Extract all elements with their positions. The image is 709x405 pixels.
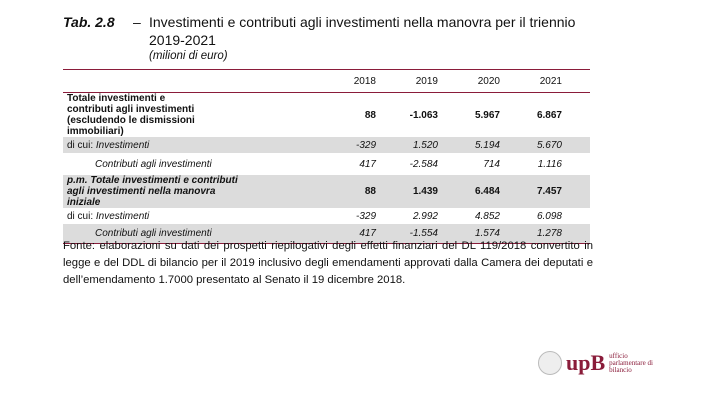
cell: 88 <box>318 175 380 208</box>
table-row: di cui: Investimenti -329 1.520 5.194 5.… <box>63 137 590 153</box>
row-label: Contributi agli investimenti <box>63 224 318 244</box>
cell: 5.194 <box>442 137 504 153</box>
table-row: p.m. Totale investimenti e contributi ag… <box>63 175 590 208</box>
cell: -329 <box>355 210 376 222</box>
row-label: Totale investimenti e contributi agli in… <box>67 93 195 137</box>
cell: -2.584 <box>409 158 438 170</box>
row-label: di cui: Investimenti <box>63 137 318 153</box>
cell: 1.520 <box>380 137 442 153</box>
table-row: Contributi agli investimenti 417 -1.554 … <box>63 224 590 244</box>
header-cell: 2020 <box>442 69 504 93</box>
cell: 5.967 <box>474 109 500 121</box>
upb-logo: upB ufficio parlamentare di bilancio <box>538 350 657 376</box>
emblem-icon <box>538 351 562 375</box>
cell: 88 <box>364 109 376 121</box>
header-row: 2018 2019 2020 2021 <box>63 69 590 93</box>
header-cell: 2018 <box>318 69 380 93</box>
table-row: Totale investimenti e contributi agli in… <box>63 93 590 137</box>
table-row: di cui: Investimenti -329 2.992 4.852 6.… <box>63 208 590 224</box>
row-prefix: di cui: <box>67 210 96 222</box>
cell: 4.852 <box>474 210 500 222</box>
row-label-text: Investimenti <box>95 139 150 151</box>
logo-text: ufficio parlamentare di bilancio <box>609 351 653 374</box>
header-cell: 2019 <box>380 69 442 93</box>
row-label: Contributi agli investimenti <box>95 158 212 170</box>
header-cell <box>63 69 318 93</box>
row-label-text: Investimenti <box>95 210 150 222</box>
cell: -329 <box>318 137 380 153</box>
title-text: Investimenti e contributi agli investime… <box>149 14 576 48</box>
cell: -1.554 <box>380 224 442 244</box>
logo-mark: upB <box>566 350 606 375</box>
table-title: Tab. 2.8 – Investimenti e contributi agl… <box>63 13 593 49</box>
cell: 6.867 <box>536 109 562 121</box>
row-prefix: di cui: <box>67 139 96 151</box>
cell: -1.063 <box>409 109 438 121</box>
table-number: Tab. 2.8 <box>63 14 115 30</box>
cell: 1.278 <box>504 224 590 244</box>
cell: 714 <box>483 158 500 170</box>
table-row: Contributi agli investimenti 417 -2.584 … <box>63 153 590 175</box>
cell: 6.098 <box>536 210 562 222</box>
unit-label: (milioni di euro) <box>149 50 228 62</box>
header-cell: 2021 <box>504 69 590 93</box>
cell: 6.484 <box>442 175 504 208</box>
cell: 1.439 <box>380 175 442 208</box>
row-label: p.m. Totale investimenti e contributi ag… <box>63 175 318 208</box>
cell: 1.116 <box>537 158 562 170</box>
cell: 2.992 <box>412 210 438 222</box>
title-dash: – <box>133 14 141 30</box>
source-footnote: Fonte: elaborazioni su dati dei prospett… <box>63 240 593 286</box>
data-table: 2018 2019 2020 2021 Totale investimenti … <box>63 69 590 244</box>
cell: 417 <box>318 224 380 244</box>
cell: 1.574 <box>442 224 504 244</box>
row-label: di cui: Investimenti <box>63 208 318 224</box>
cell: 417 <box>359 158 376 170</box>
cell: 7.457 <box>504 175 590 208</box>
cell: 5.670 <box>504 137 590 153</box>
